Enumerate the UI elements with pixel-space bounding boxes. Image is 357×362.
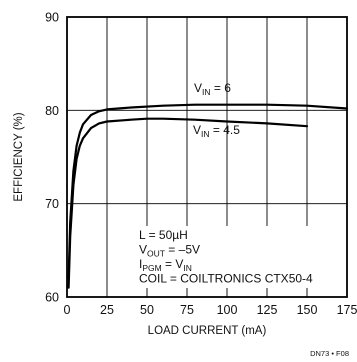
series-line — [67, 103, 349, 280]
x-tick-label: 100 — [217, 303, 238, 317]
y-axis-label: EFFICIENCY (%) — [13, 112, 25, 201]
x-tick-label: 125 — [257, 303, 278, 317]
y-tick-label: 60 — [45, 291, 59, 305]
y-tick-label: 70 — [45, 197, 59, 211]
x-tick-label: 75 — [180, 303, 194, 317]
annotation-box — [135, 226, 341, 288]
x-axis-label: LOAD CURRENT (mA) — [148, 325, 267, 337]
y-tick-label: 90 — [45, 11, 59, 25]
x-tick-label: 175 — [337, 303, 357, 317]
plot-frame — [66, 16, 348, 298]
grid-lines — [67, 17, 347, 297]
annotation-line: IPGM = VIN — [139, 257, 192, 273]
annotation-line: L = 50µH — [139, 228, 188, 242]
figure-id: DN73 • F08 — [310, 349, 349, 358]
series-lines — [67, 103, 349, 289]
series-label: VIN = 6 — [194, 81, 231, 97]
x-tick-label: 25 — [100, 303, 114, 317]
y-tick-label: 80 — [45, 104, 59, 118]
x-tick-label: 0 — [64, 303, 71, 317]
x-tick-label: 150 — [297, 303, 318, 317]
series-line — [67, 117, 309, 289]
series-labels: VIN = 6 VIN = 4.5 — [193, 81, 240, 139]
x-tick-label: 50 — [140, 303, 154, 317]
x-axis-ticks: 0 25 50 75 100 125 150 175 — [64, 303, 357, 317]
annotation-line: VOUT = –5V — [139, 243, 200, 259]
series-label: VIN = 4.5 — [193, 123, 240, 139]
annotation-line: COIL = COILTRONICS CTX50-4 — [139, 272, 313, 286]
y-axis-ticks: 60 70 80 90 — [45, 11, 59, 305]
